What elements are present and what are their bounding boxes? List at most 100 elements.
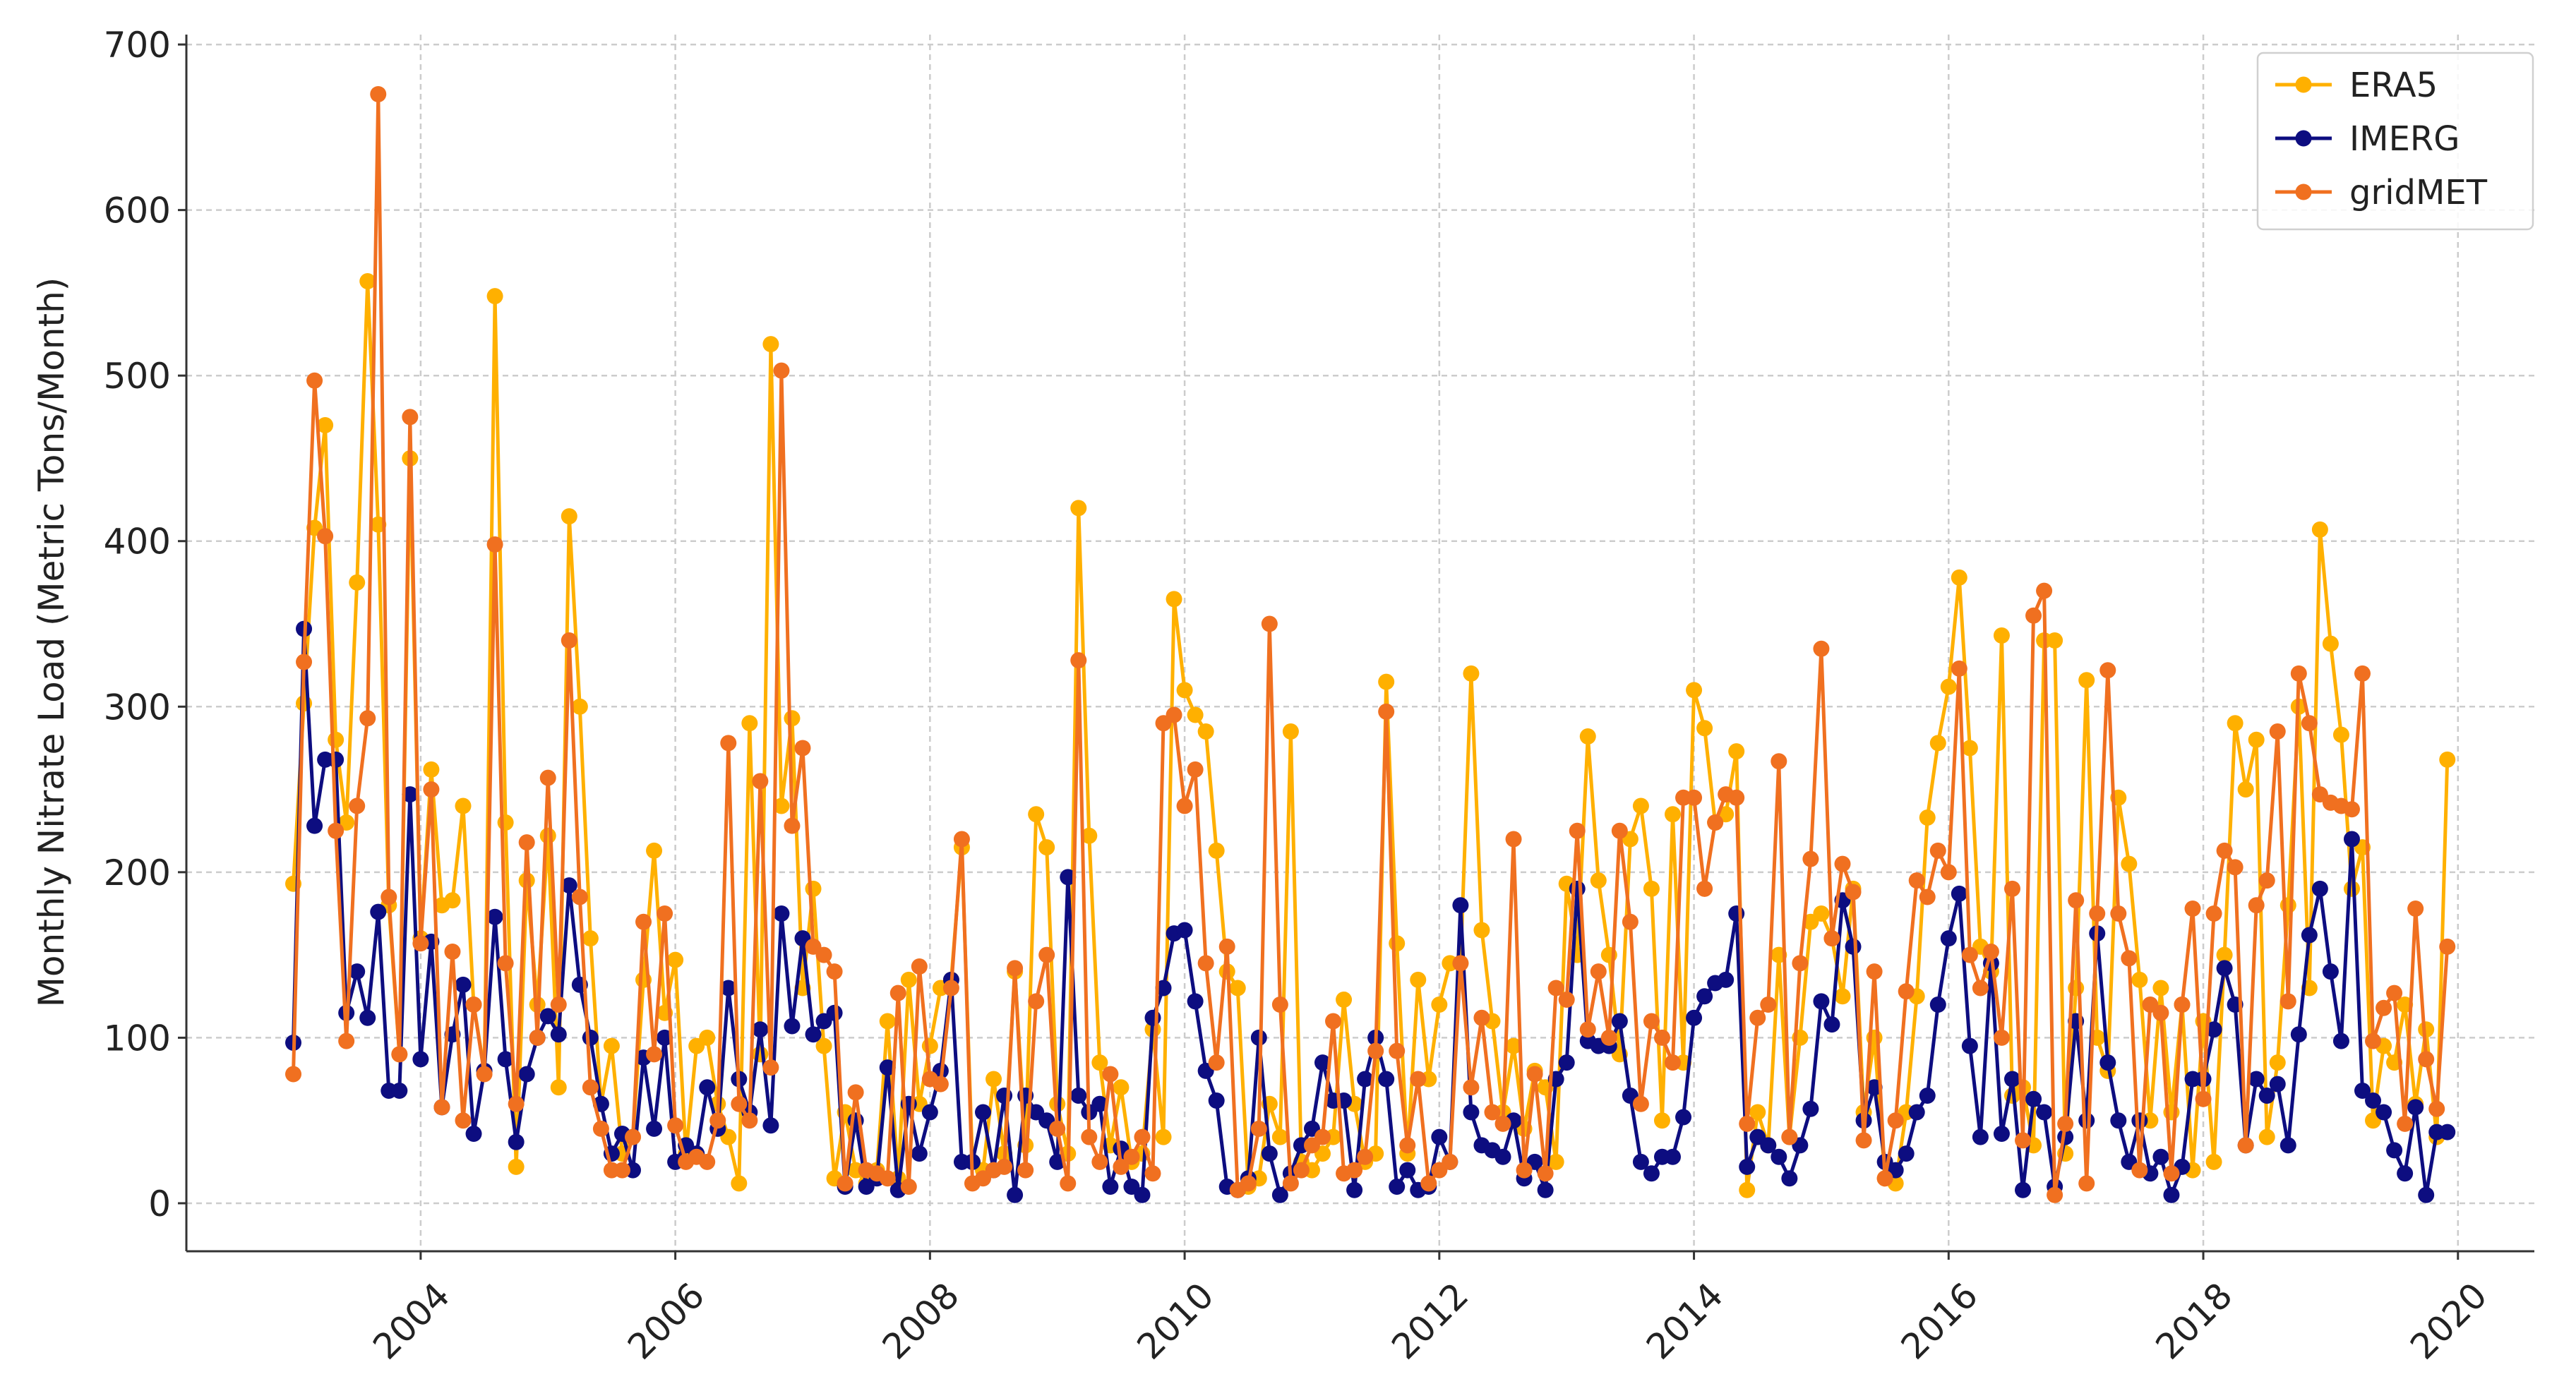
marker — [1282, 723, 1299, 740]
marker — [1505, 831, 1522, 848]
x-tick-label: 2012 — [1384, 1275, 1476, 1367]
x-tick-label: 2006 — [620, 1275, 712, 1367]
marker — [1823, 930, 1840, 947]
marker — [1802, 1100, 1819, 1117]
marker — [2248, 731, 2265, 748]
marker — [2397, 1165, 2414, 1182]
marker — [2003, 1071, 2020, 1088]
marker — [2258, 1128, 2275, 1145]
marker — [1951, 660, 1967, 677]
marker — [784, 710, 801, 727]
marker — [1643, 1013, 1660, 1030]
marker — [2184, 900, 2201, 917]
marker — [900, 1179, 917, 1196]
marker — [1028, 806, 1045, 823]
marker — [1155, 980, 1172, 996]
marker — [2290, 1026, 2307, 1043]
marker — [1155, 1128, 1172, 1145]
marker — [2439, 938, 2456, 955]
legend-marker — [2295, 130, 2312, 147]
marker — [1442, 1153, 1458, 1170]
marker — [1240, 1175, 1257, 1192]
x-tick-label: 2020 — [2402, 1275, 2495, 1367]
marker — [1070, 1088, 1087, 1104]
marker — [433, 1099, 450, 1116]
marker — [752, 1021, 769, 1038]
marker — [667, 1117, 684, 1134]
marker — [1526, 1066, 1543, 1083]
marker — [2439, 1124, 2456, 1140]
marker — [2205, 1153, 2222, 1170]
x-tick-label: 2016 — [1893, 1275, 1986, 1367]
marker — [1590, 872, 1607, 889]
marker — [1537, 1181, 1554, 1198]
marker — [571, 698, 588, 715]
marker — [762, 336, 779, 353]
marker — [1845, 884, 1862, 901]
marker — [603, 1037, 620, 1054]
marker — [2322, 963, 2339, 980]
marker — [2258, 1088, 2275, 1104]
marker — [1739, 1115, 1756, 1132]
legend-label: IMERG — [2349, 119, 2460, 159]
marker — [2174, 996, 2191, 1013]
marker — [2237, 1137, 2254, 1154]
marker — [2131, 1112, 2148, 1129]
marker — [1176, 797, 1193, 814]
marker — [1929, 842, 1946, 859]
marker — [1929, 996, 1946, 1013]
legend-label: gridMET — [2349, 173, 2488, 212]
marker — [932, 1076, 949, 1092]
y-tick-label: 0 — [148, 1184, 171, 1224]
marker — [1134, 1186, 1151, 1203]
marker — [1261, 615, 1278, 632]
y-tick-label: 400 — [104, 522, 171, 562]
marker — [2078, 1112, 2095, 1129]
marker — [1834, 988, 1851, 1005]
marker — [1632, 1153, 1649, 1170]
marker — [402, 786, 419, 803]
marker — [1070, 500, 1087, 517]
marker — [2376, 1104, 2392, 1121]
marker — [1187, 706, 1204, 723]
marker — [1579, 1021, 1596, 1038]
marker — [2025, 607, 2042, 624]
marker — [2078, 672, 2095, 689]
marker — [1993, 627, 2010, 644]
marker — [1017, 1162, 1034, 1179]
marker — [2407, 900, 2424, 917]
marker — [1070, 652, 1087, 669]
marker — [1982, 943, 1999, 960]
marker — [1686, 1009, 1703, 1026]
marker — [2195, 1090, 2212, 1107]
marker — [879, 1170, 896, 1187]
marker — [2407, 1099, 2424, 1116]
marker — [1431, 1128, 1448, 1145]
marker — [1579, 728, 1596, 745]
marker — [1389, 1042, 1406, 1059]
marker — [2386, 984, 2403, 1001]
marker — [1144, 1165, 1161, 1182]
marker — [582, 1029, 599, 1046]
marker — [2269, 723, 2286, 740]
marker — [1378, 673, 1395, 690]
marker — [1887, 1112, 1904, 1129]
marker — [1166, 591, 1182, 608]
marker — [613, 1162, 630, 1179]
marker — [2121, 855, 2138, 872]
marker — [879, 1013, 896, 1030]
marker — [1653, 1112, 1670, 1129]
marker — [1749, 1009, 1766, 1026]
marker — [2110, 905, 2127, 922]
marker — [699, 1079, 716, 1096]
y-tick-label: 200 — [104, 853, 171, 893]
series — [285, 85, 2456, 1203]
marker — [2354, 1082, 2371, 1099]
marker — [518, 1066, 535, 1083]
marker — [2152, 1148, 2169, 1165]
marker — [1749, 1104, 1766, 1121]
marker — [1940, 930, 1957, 947]
marker — [1760, 996, 1777, 1013]
marker — [359, 1009, 376, 1026]
marker — [2376, 999, 2392, 1016]
